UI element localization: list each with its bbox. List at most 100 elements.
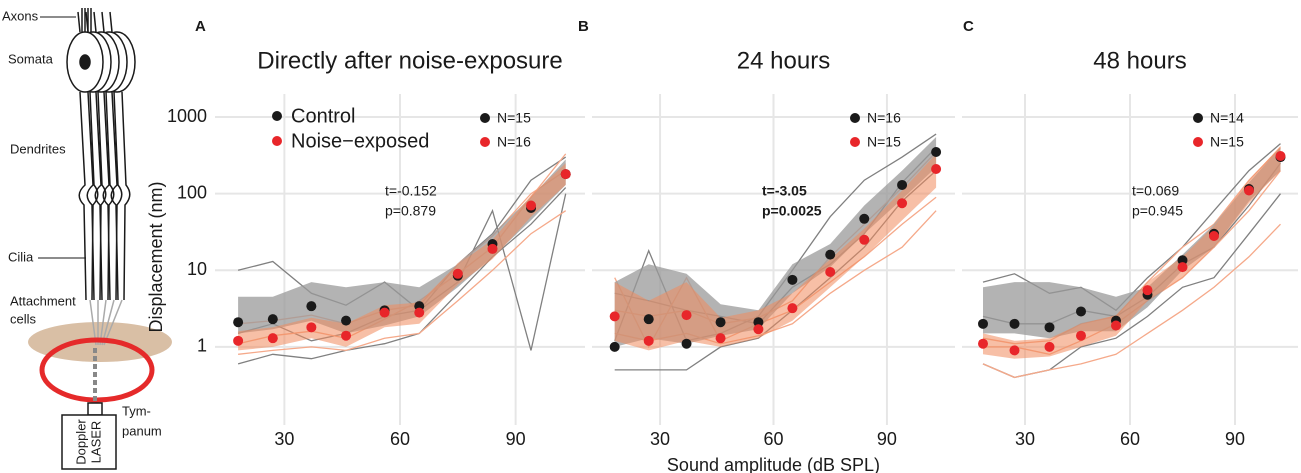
n-label: N=16 [497, 134, 531, 150]
x-tick-label: 60 [763, 429, 783, 449]
mean-point [306, 301, 317, 312]
mean-point [897, 198, 908, 209]
mean-point [452, 268, 463, 279]
n-marker [1193, 113, 1203, 123]
mean-point [931, 163, 942, 174]
mean-point [1009, 318, 1020, 329]
legend-marker [272, 136, 282, 146]
mean-point [1111, 320, 1121, 331]
mean-point [1244, 185, 1254, 196]
x-tick-label: 90 [506, 429, 526, 449]
mean-point [487, 243, 498, 254]
confidence-band [238, 159, 566, 334]
mean-point [1076, 330, 1086, 341]
x-tick-label: 60 [1120, 429, 1140, 449]
x-tick-label: 90 [877, 429, 897, 449]
laser-box [61, 414, 117, 470]
n-marker [1193, 137, 1203, 147]
y-tick-label: 10 [187, 259, 207, 279]
nucleus [79, 54, 91, 70]
mean-point [609, 311, 620, 322]
label: cells [10, 311, 37, 326]
label: panum [122, 423, 162, 438]
x-tick-label: 30 [274, 429, 294, 449]
mean-point [1142, 285, 1153, 296]
laser-label: Doppler [73, 419, 88, 465]
mean-point [897, 179, 908, 190]
panel-letter: A [195, 18, 206, 35]
mean-point [267, 333, 278, 344]
mean-point [681, 338, 692, 349]
x-tick-label: 30 [650, 429, 670, 449]
panel-letter: B [578, 18, 589, 35]
stat-label: p=0.945 [1132, 203, 1183, 219]
mean-point [560, 169, 571, 180]
laser-label: LASER [88, 421, 103, 464]
mean-point [1209, 231, 1219, 242]
mean-point [341, 315, 352, 326]
attachment-strands [89, 299, 123, 346]
n-label: N=14 [1210, 110, 1244, 126]
mean-point [825, 266, 836, 277]
mean-point [526, 200, 537, 211]
individual-trace [238, 210, 567, 355]
label: Axons [2, 8, 39, 23]
stat-label: t=0.069 [1132, 183, 1179, 199]
stat-label: p=0.879 [385, 203, 436, 219]
schematic: Doppler LASER Axons Somata Dendrites Cil… [2, 8, 172, 470]
mean-point [859, 234, 870, 245]
mean-point [1044, 322, 1055, 333]
mean-point [681, 310, 692, 321]
laser-head [87, 402, 103, 416]
n-label: N=15 [1210, 134, 1244, 150]
mean-point [715, 317, 726, 328]
mean-point [341, 330, 352, 341]
mean-point [1076, 306, 1086, 317]
individual-trace [982, 223, 1281, 379]
mean-point [1275, 151, 1286, 162]
label: Cilia [8, 249, 34, 264]
mean-point [787, 303, 798, 314]
y-tick-label: 1 [197, 336, 207, 356]
mean-point [267, 314, 278, 325]
label: Somata [8, 51, 54, 66]
confidence-band [238, 163, 566, 351]
mean-point [753, 317, 764, 328]
stat-label: t=-3.05 [762, 183, 807, 199]
legend-label: Noise−exposed [291, 130, 429, 152]
panel-letter: C [963, 18, 974, 35]
mean-point [643, 314, 654, 325]
chart-title: Directly after noise-exposure [257, 47, 562, 74]
n-label: N=15 [867, 134, 901, 150]
y-tick-label: 1000 [167, 106, 207, 126]
individual-trace [237, 187, 567, 365]
label: Dendrites [10, 141, 66, 156]
n-label: N=15 [497, 110, 531, 126]
mean-point [306, 322, 317, 333]
mean-point [379, 307, 390, 318]
mean-point [931, 146, 942, 157]
chart-title: 24 hours [737, 47, 830, 74]
legend-marker [272, 111, 282, 121]
confidence-band [983, 147, 1281, 339]
label: Tym- [122, 403, 151, 418]
mean-point [414, 307, 425, 318]
x-tick-label: 30 [1015, 429, 1035, 449]
chart-title: 48 hours [1093, 47, 1186, 74]
x-axis-label: Sound amplitude (dB SPL) [667, 455, 880, 473]
mean-point [978, 318, 988, 329]
stat-label: p=0.0025 [762, 203, 822, 219]
mean-point [1177, 262, 1188, 273]
confidence-band [614, 153, 937, 351]
mean-point [825, 249, 836, 260]
mean-point [859, 213, 870, 224]
legend-label: Control [291, 105, 355, 127]
n-label: N=16 [867, 110, 901, 126]
neurons [66, 8, 136, 301]
mean-point [978, 338, 988, 349]
axon-lines [81, 8, 92, 35]
x-tick-label: 90 [1225, 429, 1245, 449]
n-marker [480, 137, 490, 147]
n-marker [480, 113, 490, 123]
